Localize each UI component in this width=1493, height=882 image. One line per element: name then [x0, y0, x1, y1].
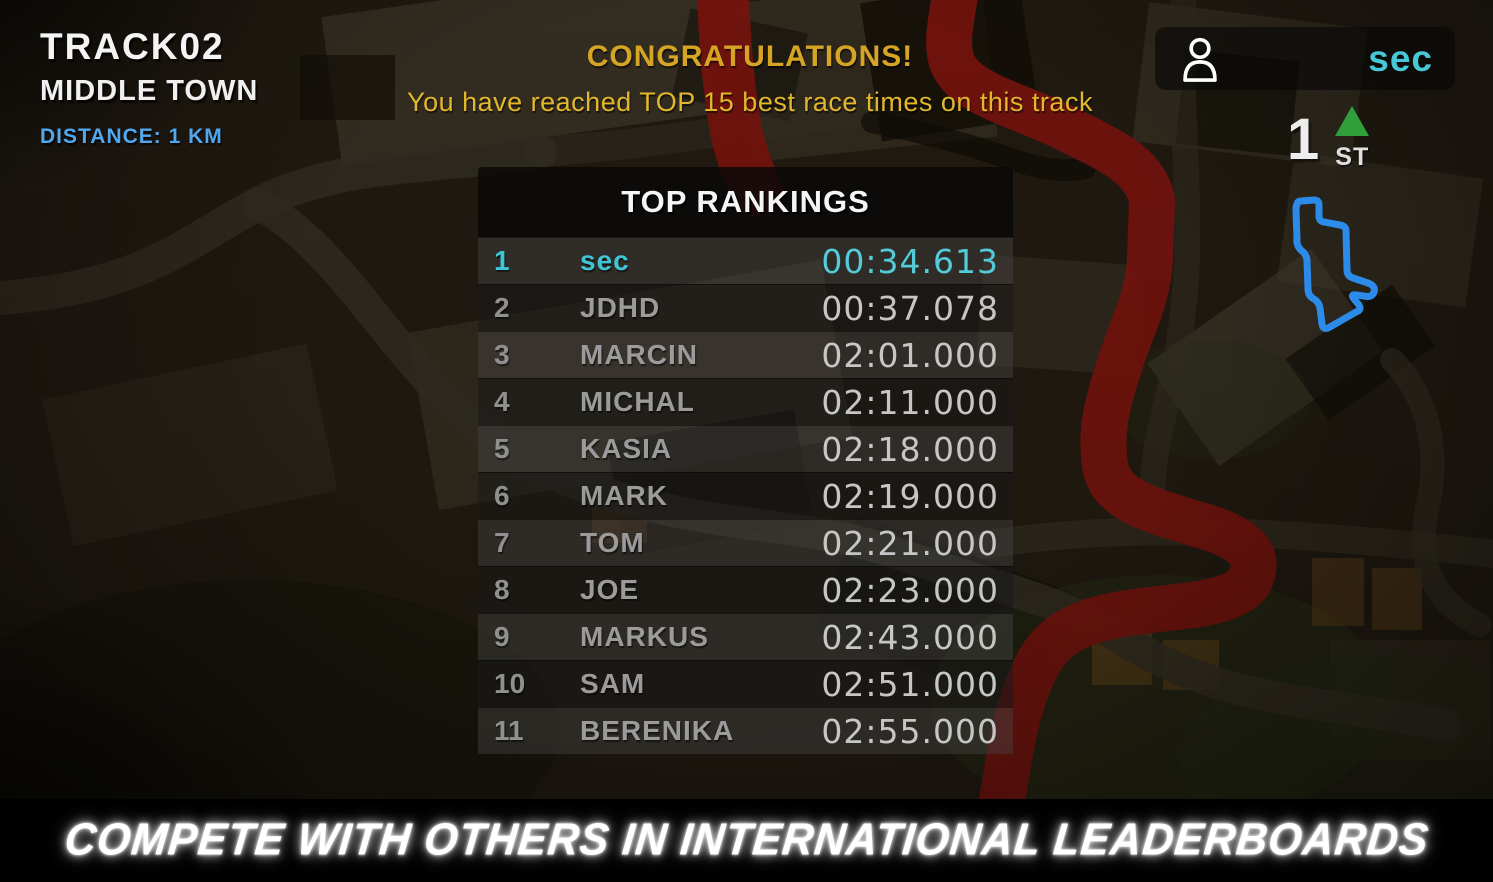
row-player-name: sec — [580, 245, 630, 276]
row-time: 00:34.613 — [821, 241, 999, 281]
row-time: 02:55.000 — [821, 711, 999, 751]
position-ordinal: ST — [1335, 143, 1370, 171]
row-time: 02:21.000 — [821, 523, 999, 563]
row-time: 00:37.078 — [821, 288, 999, 328]
congratulations-block: CONGRATULATIONS! You have reached TOP 15… — [0, 40, 1493, 118]
row-player-name: MARK — [580, 480, 668, 511]
row-player-name: KASIA — [580, 433, 673, 464]
row-player-name: JOE — [580, 574, 640, 605]
row-rank: 2 — [494, 292, 510, 323]
row-player-name: MARKUS — [580, 621, 709, 652]
leaderboard-row: 9 MARKUS 02:43.000 — [478, 613, 1013, 660]
row-rank: 4 — [494, 386, 510, 417]
congratulations-title: CONGRATULATIONS! — [586, 40, 914, 73]
position-number: 1 — [1287, 107, 1320, 172]
row-rank: 3 — [494, 339, 510, 370]
row-time: 02:51.000 — [821, 664, 999, 704]
track-minimap-outline — [1292, 196, 1378, 332]
row-player-name: BERENIKA — [580, 715, 735, 746]
row-player-name: MARCIN — [580, 339, 698, 370]
row-rank: 9 — [494, 621, 510, 652]
leaderboard-row: 11 BERENIKA 02:55.000 — [478, 707, 1013, 754]
row-player-name: SAM — [580, 668, 646, 699]
leaderboard-row: 10 SAM 02:51.000 — [478, 660, 1013, 707]
footer-banner: COMPETE WITH OTHERS IN INTERNATIONAL LEA… — [0, 799, 1493, 882]
congratulations-message: You have reached TOP 15 best race times … — [407, 87, 1093, 117]
track-info: TRACK02 MIDDLE TOWN DISTANCE: 1 KM — [40, 26, 258, 149]
row-rank: 10 — [494, 668, 526, 699]
row-rank: 5 — [494, 433, 510, 464]
row-player-name: JDHD — [580, 292, 661, 323]
row-time: 02:23.000 — [821, 570, 999, 610]
row-rank: 7 — [494, 527, 510, 558]
track-distance: DISTANCE: 1 KM — [40, 125, 223, 148]
row-rank: 11 — [494, 715, 524, 746]
row-rank: 8 — [494, 574, 510, 605]
row-time: 02:43.000 — [821, 617, 999, 657]
race-position-indicator: 1 ST — [1287, 100, 1370, 180]
leaderboard-row: 4 MICHAL 02:11.000 — [478, 378, 1013, 425]
row-rank: 1 — [494, 245, 510, 276]
leaderboard-panel: TOP RANKINGS 1 sec 00:34.613 2 JDHD 00:3… — [478, 167, 1013, 754]
row-time: 02:01.000 — [821, 335, 999, 375]
leaderboard-header: TOP RANKINGS — [478, 167, 1013, 237]
leaderboard-row: 1 sec 00:34.613 — [478, 237, 1013, 284]
leaderboard-row: 6 MARK 02:19.000 — [478, 472, 1013, 519]
track-name: TRACK02 — [40, 26, 225, 67]
track-location: MIDDLE TOWN — [40, 75, 259, 107]
leaderboard-title: TOP RANKINGS — [621, 184, 870, 219]
row-player-name: TOM — [580, 527, 645, 558]
footer-message: COMPETE WITH OTHERS IN INTERNATIONAL LEA… — [62, 814, 1432, 866]
player-name: sec — [1368, 37, 1433, 79]
row-time: 02:11.000 — [821, 382, 999, 422]
player-icon — [1183, 37, 1217, 82]
leaderboard-row: 7 TOM 02:21.000 — [478, 519, 1013, 566]
row-time: 02:19.000 — [821, 476, 999, 516]
leaderboard-row: 5 KASIA 02:18.000 — [478, 425, 1013, 472]
row-player-name: MICHAL — [580, 386, 695, 417]
row-time: 02:18.000 — [821, 429, 999, 469]
leaderboard-row: 3 MARCIN 02:01.000 — [478, 331, 1013, 378]
player-profile-bar[interactable]: sec — [1155, 27, 1455, 90]
leaderboard-row: 8 JOE 02:23.000 — [478, 566, 1013, 613]
leaderboard-row: 2 JDHD 00:37.078 — [478, 284, 1013, 331]
rank-up-triangle-icon — [1335, 106, 1370, 136]
row-rank: 6 — [494, 480, 510, 511]
